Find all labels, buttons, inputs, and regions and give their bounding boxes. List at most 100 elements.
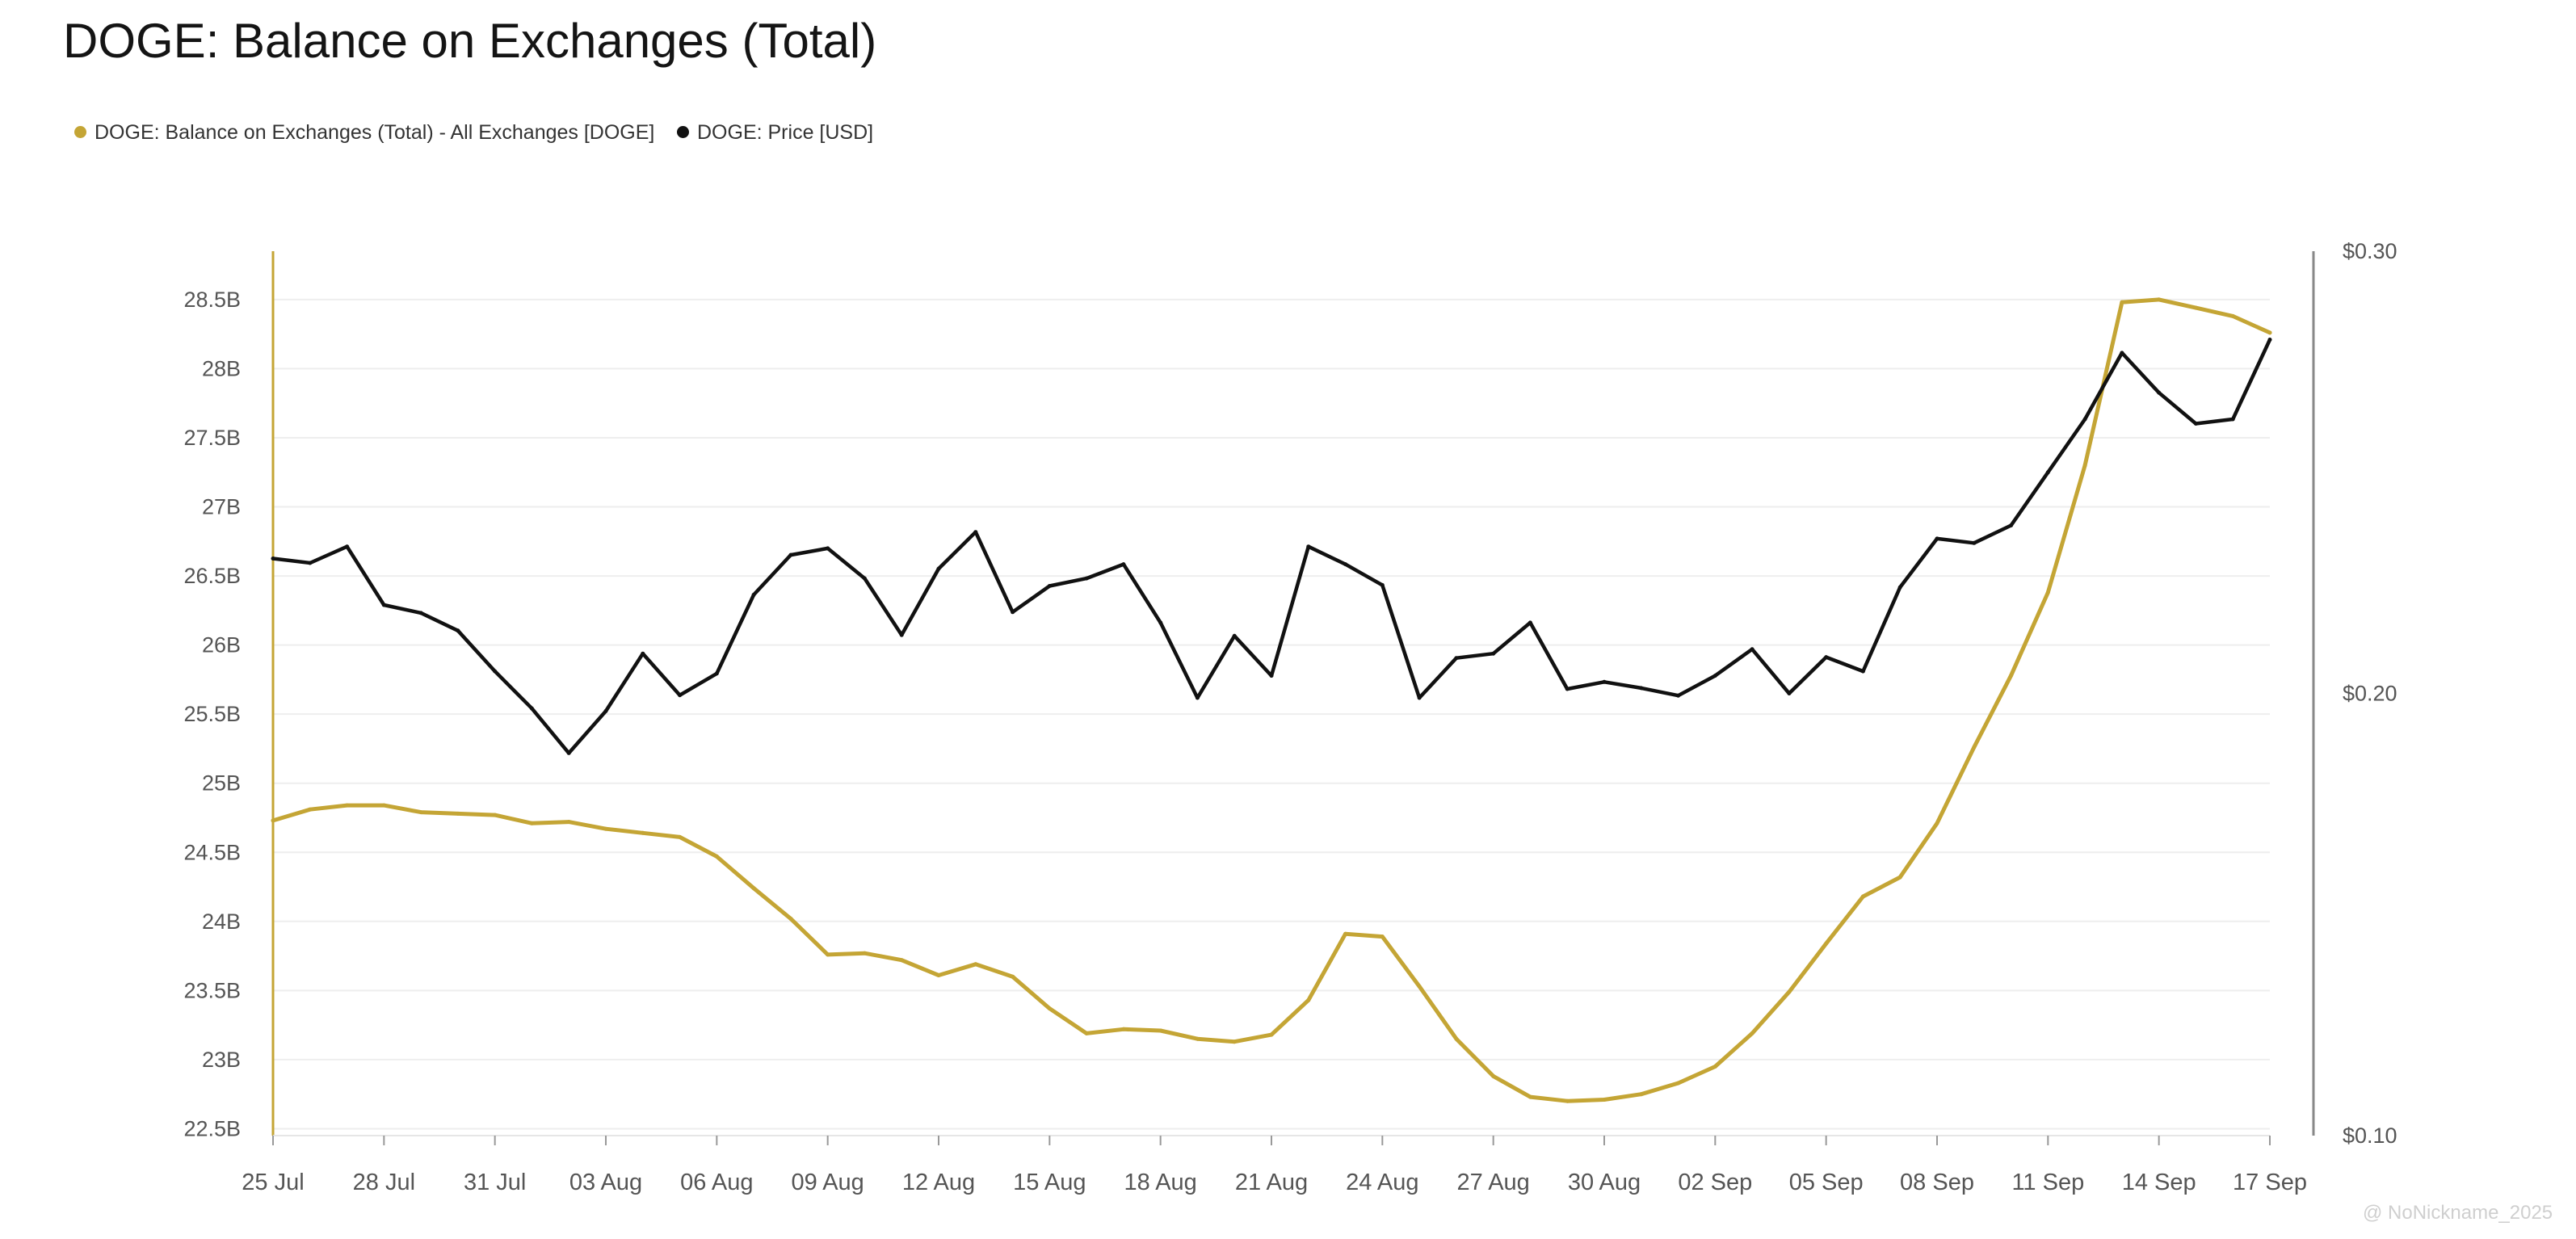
balance-point	[1528, 1094, 1532, 1099]
balance-point	[1158, 1028, 1163, 1033]
balance-point	[1712, 1065, 1717, 1069]
balance-point	[381, 803, 386, 808]
balance-point	[345, 803, 350, 808]
price-point	[973, 530, 978, 535]
price-point	[271, 556, 275, 561]
balance-point	[862, 951, 867, 956]
balance-point	[493, 813, 498, 817]
balance-point	[826, 952, 830, 957]
balance-point	[1639, 1092, 1644, 1097]
left-axis-tick-label: 22.5B	[183, 1116, 241, 1140]
balance-point	[529, 821, 534, 825]
balance-point	[751, 886, 756, 891]
left-axis-tick-label: 23B	[202, 1048, 241, 1072]
balance-point	[2120, 300, 2124, 304]
series-lines	[271, 297, 2272, 1103]
x-axis-tick-label: 25 Jul	[242, 1170, 304, 1195]
price-point	[1787, 691, 1792, 695]
watermark: @ NoNickname_2025	[2363, 1202, 2553, 1224]
price-point	[1269, 674, 1274, 678]
price-point	[1047, 584, 1052, 588]
balance-point	[1121, 1027, 1126, 1031]
balance-point	[2193, 305, 2198, 310]
price-point	[1860, 669, 1865, 674]
x-axis-tick-label: 02 Sep	[1678, 1170, 1752, 1195]
price-point	[678, 693, 683, 698]
price-point	[1011, 610, 1015, 615]
right-axis-tick-label: $0.30	[2343, 239, 2397, 263]
x-axis-tick-label: 24 Aug	[1346, 1170, 1418, 1195]
balance-point	[1824, 941, 1829, 946]
price-point	[826, 546, 830, 551]
x-axis-tick-label: 31 Jul	[464, 1170, 526, 1195]
balance-point	[1417, 984, 1422, 989]
right-axis-tick-label: $0.20	[2343, 682, 2397, 706]
balance-point	[1491, 1073, 1496, 1078]
x-axis-tick-label: 14 Sep	[2122, 1170, 2196, 1195]
price-point	[1232, 633, 1237, 638]
balance-point	[2267, 330, 2272, 335]
price-point	[1972, 540, 1977, 545]
price-point	[1491, 651, 1496, 656]
price-point	[1306, 544, 1311, 549]
x-axis-tick-label: 05 Sep	[1789, 1170, 1864, 1195]
price-point	[603, 708, 608, 713]
balance-point	[2157, 297, 2162, 302]
price-point	[1343, 562, 1348, 567]
x-axis-tick-label: 11 Sep	[2011, 1170, 2084, 1195]
balance-point	[1787, 989, 1792, 994]
right-axis-tick-labels: $0.10 $0.20 $0.30	[2343, 239, 2397, 1148]
balance-point	[2082, 463, 2087, 468]
balance-point	[1084, 1031, 1089, 1035]
balance-point	[2045, 590, 2050, 595]
balance-point	[1011, 974, 1015, 979]
price-point	[1565, 687, 1570, 691]
price-point	[418, 611, 423, 615]
left-axis-tick-label: 24.5B	[183, 840, 241, 864]
price-point	[1897, 585, 1902, 590]
left-axis-tick-label: 25.5B	[183, 702, 241, 726]
price-series-line	[271, 338, 2272, 755]
legend-label-balance: DOGE: Balance on Exchanges (Total) - All…	[95, 121, 655, 144]
price-series-points	[271, 338, 2272, 755]
price-point	[381, 603, 386, 607]
balance-point	[936, 973, 941, 977]
balance-point	[1860, 894, 1865, 899]
balance-point	[1565, 1098, 1570, 1103]
right-axis-tick-label: $0.10	[2343, 1124, 2397, 1148]
price-point	[714, 671, 719, 676]
x-axis-tick-label: 09 Aug	[792, 1170, 864, 1195]
balance-point	[1935, 821, 1939, 825]
balance-point	[1897, 875, 1902, 880]
legend-item-balance[interactable]: DOGE: Balance on Exchanges (Total) - All…	[74, 116, 654, 149]
balance-series-points	[271, 297, 2272, 1103]
price-point	[308, 561, 313, 565]
price-point	[1528, 620, 1532, 625]
left-axis-tick-label: 28.5B	[183, 288, 241, 312]
chart-title: DOGE: Balance on Exchanges (Total)	[63, 14, 877, 68]
price-point	[1602, 679, 1607, 684]
balance-point	[899, 958, 904, 963]
x-axis-tick-label: 15 Aug	[1013, 1170, 1086, 1195]
legend-label-price: DOGE: Price [USD]	[697, 121, 874, 144]
legend-item-price[interactable]: DOGE: Price [USD]	[677, 116, 873, 149]
price-point	[566, 750, 571, 755]
price-point	[1935, 536, 1939, 541]
balance-point	[1380, 934, 1385, 939]
balance-point	[1972, 745, 1977, 750]
legend-swatch-price	[677, 125, 689, 138]
legend-swatch-balance	[74, 125, 86, 138]
balance-point	[456, 811, 460, 816]
price-point	[345, 544, 350, 549]
price-point	[1195, 695, 1200, 700]
left-axis-tick-labels: 22.5B 23B 23.5B 24B 24.5B 25B 25.5B 26B 26.5B 27B…	[183, 288, 241, 1141]
x-axis-tick-label: 06 Aug	[680, 1170, 753, 1195]
balance-point	[1750, 1031, 1754, 1035]
balance-point	[2009, 673, 2014, 678]
balance-series-line	[271, 297, 2272, 1103]
price-point	[2193, 422, 2198, 426]
balance-point	[1232, 1040, 1237, 1044]
x-axis-tick-labels: 25 Jul 28 Jul 31 Jul 03 Aug 06 Aug 09 Aug 12 A…	[242, 1170, 2307, 1195]
balance-point	[418, 810, 423, 815]
